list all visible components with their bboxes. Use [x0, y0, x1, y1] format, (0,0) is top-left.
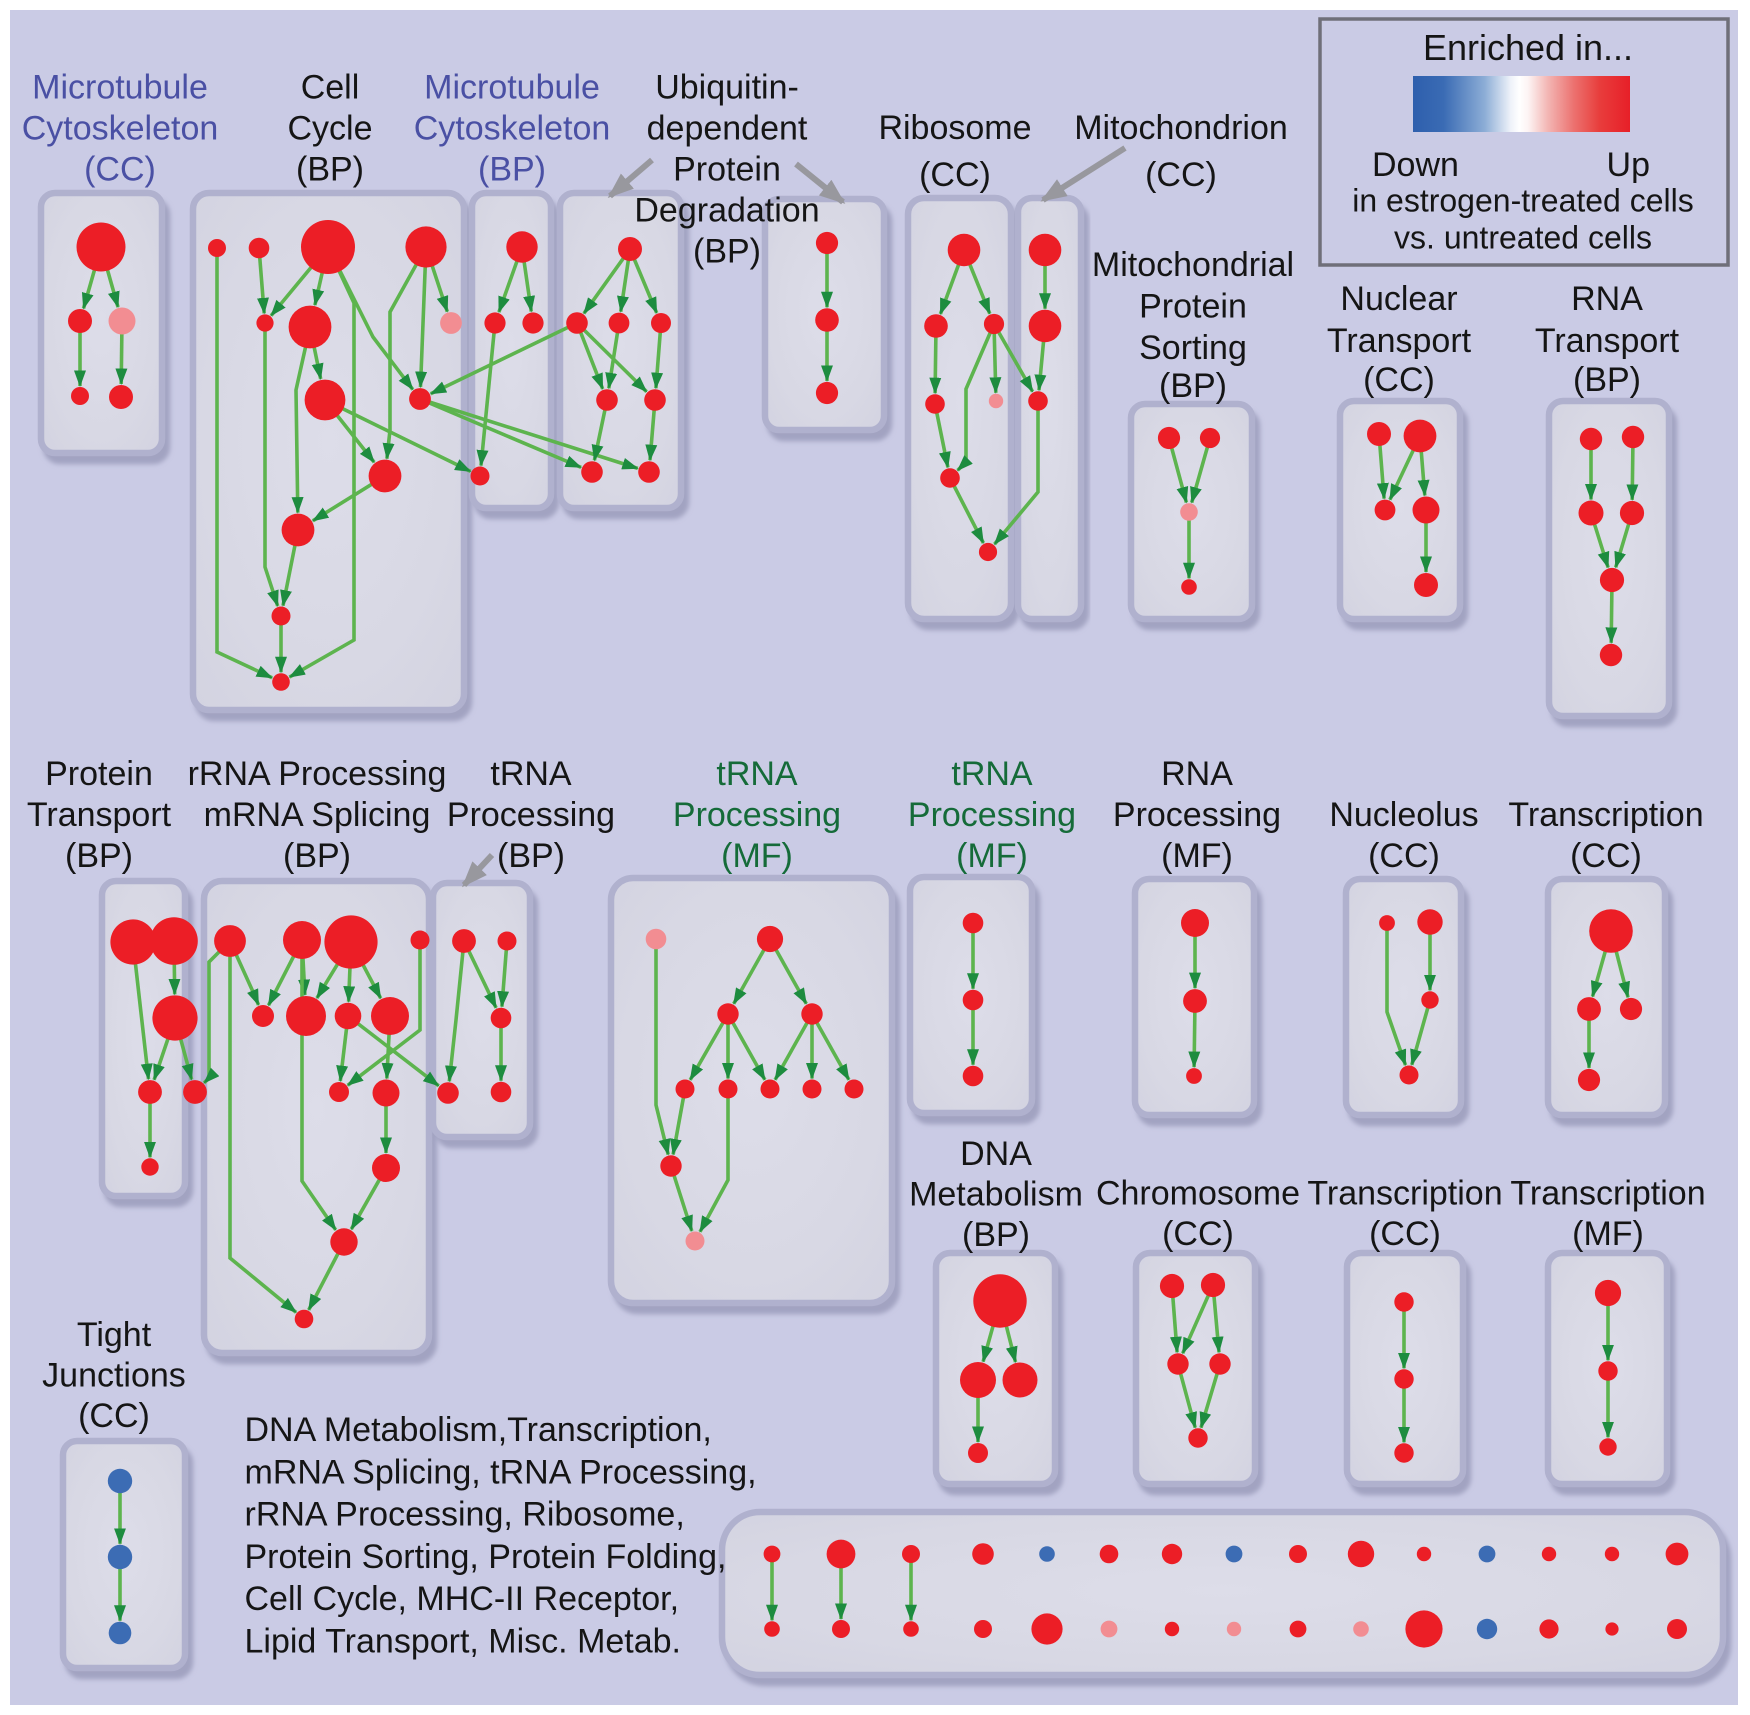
- svg-text:Tight: Tight: [77, 1316, 152, 1354]
- svg-text:Ubiquitin-: Ubiquitin-: [655, 69, 799, 107]
- svg-text:vs. untreated cells: vs. untreated cells: [1394, 220, 1652, 256]
- svg-text:Transport: Transport: [27, 796, 172, 834]
- svg-text:Processing: Processing: [673, 796, 841, 834]
- svg-text:(BP): (BP): [65, 837, 133, 875]
- svg-text:mRNA Splicing: mRNA Splicing: [204, 796, 431, 834]
- svg-text:RNA: RNA: [1161, 755, 1233, 793]
- svg-text:rRNA Processing, Ribosome,: rRNA Processing, Ribosome,: [245, 1496, 685, 1534]
- svg-text:Microtubule: Microtubule: [32, 69, 208, 107]
- svg-text:(BP): (BP): [478, 151, 546, 189]
- svg-text:(MF): (MF): [1161, 837, 1233, 875]
- svg-text:Degradation: Degradation: [634, 192, 819, 230]
- svg-text:Enriched in...: Enriched in...: [1423, 27, 1633, 68]
- svg-text:(CC): (CC): [1145, 156, 1217, 194]
- svg-text:Junctions: Junctions: [42, 1357, 186, 1395]
- svg-text:Metabolism: Metabolism: [909, 1176, 1083, 1214]
- svg-text:dependent: dependent: [647, 110, 808, 148]
- svg-text:(MF): (MF): [1572, 1215, 1644, 1253]
- svg-text:(CC): (CC): [1368, 837, 1440, 875]
- svg-text:Protein Sorting, Protein Foldi: Protein Sorting, Protein Folding,: [245, 1538, 727, 1576]
- svg-text:Mitochondrial: Mitochondrial: [1092, 246, 1294, 284]
- svg-text:Mitochondrion: Mitochondrion: [1074, 109, 1288, 147]
- svg-text:rRNA Processing: rRNA Processing: [188, 755, 447, 793]
- svg-text:mRNA Splicing, tRNA Processing: mRNA Splicing, tRNA Processing,: [245, 1453, 757, 1491]
- svg-text:(MF): (MF): [956, 837, 1028, 875]
- svg-text:(CC): (CC): [1162, 1215, 1234, 1253]
- svg-text:tRNA: tRNA: [716, 755, 798, 793]
- svg-text:(CC): (CC): [1369, 1215, 1441, 1253]
- svg-text:Processing: Processing: [447, 796, 615, 834]
- svg-text:(BP): (BP): [1159, 367, 1227, 405]
- svg-text:Protein: Protein: [45, 755, 153, 793]
- svg-text:RNA: RNA: [1571, 280, 1643, 318]
- svg-text:in estrogen-treated cells: in estrogen-treated cells: [1352, 183, 1694, 219]
- svg-text:DNA: DNA: [960, 1135, 1032, 1173]
- svg-text:Cycle: Cycle: [287, 110, 372, 148]
- svg-text:(BP): (BP): [693, 233, 761, 271]
- svg-text:Sorting: Sorting: [1139, 329, 1247, 367]
- svg-text:tRNA: tRNA: [490, 755, 572, 793]
- svg-text:Nuclear: Nuclear: [1340, 280, 1457, 318]
- svg-text:Processing: Processing: [908, 796, 1076, 834]
- svg-text:Up: Up: [1607, 146, 1650, 184]
- svg-text:(CC): (CC): [1363, 361, 1435, 399]
- svg-text:(BP): (BP): [962, 1216, 1030, 1254]
- svg-text:(CC): (CC): [84, 151, 156, 189]
- svg-text:(BP): (BP): [497, 837, 565, 875]
- svg-text:Transcription: Transcription: [1508, 796, 1703, 834]
- svg-text:(BP): (BP): [296, 151, 364, 189]
- svg-text:Protein: Protein: [1139, 288, 1247, 326]
- svg-text:Chromosome: Chromosome: [1096, 1175, 1300, 1213]
- svg-text:Cell: Cell: [301, 69, 360, 107]
- svg-text:(CC): (CC): [919, 156, 991, 194]
- svg-text:(CC): (CC): [1570, 837, 1642, 875]
- svg-text:(CC): (CC): [78, 1397, 150, 1435]
- svg-text:(BP): (BP): [1573, 361, 1641, 399]
- svg-text:Cell Cycle, MHC-II Receptor,: Cell Cycle, MHC-II Receptor,: [245, 1580, 680, 1618]
- svg-text:Transport: Transport: [1535, 322, 1680, 360]
- svg-text:Cytoskeleton: Cytoskeleton: [22, 110, 219, 148]
- svg-text:Protein: Protein: [673, 151, 781, 189]
- svg-text:(BP): (BP): [283, 837, 351, 875]
- svg-text:Microtubule: Microtubule: [424, 69, 600, 107]
- svg-text:Processing: Processing: [1113, 796, 1281, 834]
- svg-text:Down: Down: [1372, 146, 1459, 184]
- svg-text:DNA Metabolism,Transcription,: DNA Metabolism,Transcription,: [245, 1411, 712, 1449]
- svg-text:Transcription: Transcription: [1510, 1175, 1705, 1213]
- svg-text:(MF): (MF): [721, 837, 793, 875]
- svg-text:Cytoskeleton: Cytoskeleton: [414, 110, 611, 148]
- svg-text:Transcription: Transcription: [1307, 1175, 1502, 1213]
- svg-text:Transport: Transport: [1327, 322, 1472, 360]
- svg-text:Nucleolus: Nucleolus: [1329, 796, 1478, 834]
- svg-text:tRNA: tRNA: [951, 755, 1033, 793]
- svg-text:Lipid Transport, Misc. Metab.: Lipid Transport, Misc. Metab.: [245, 1623, 682, 1661]
- svg-text:Ribosome: Ribosome: [878, 109, 1031, 147]
